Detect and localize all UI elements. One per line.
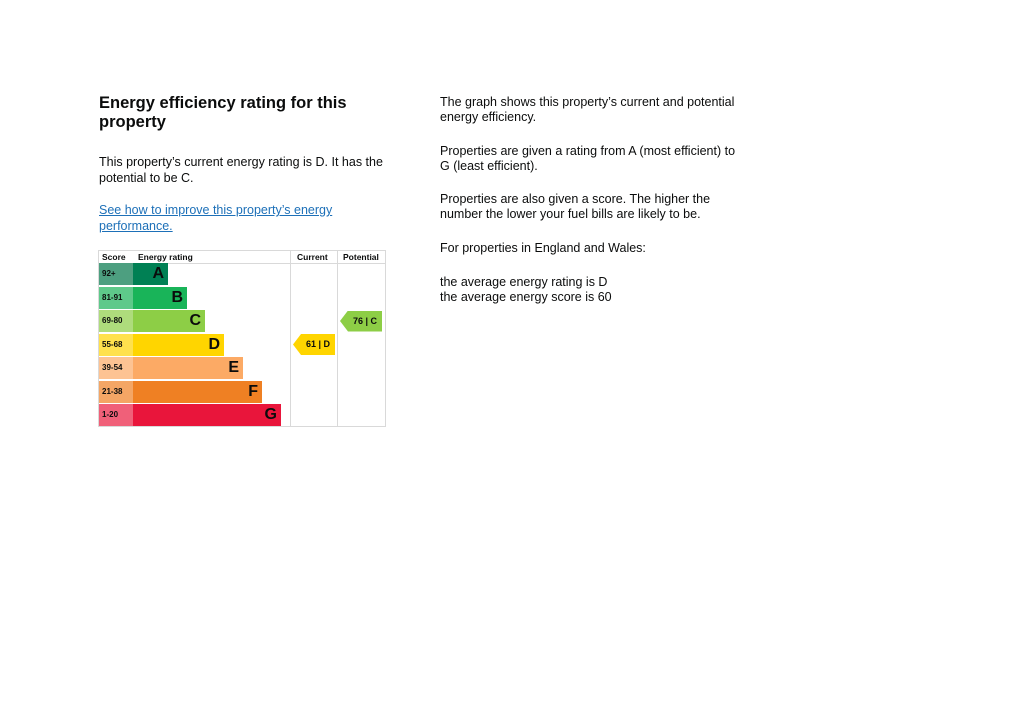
energy-rating-chart: Score Energy rating Current Potential 92… (98, 250, 386, 427)
improve-performance-link[interactable]: See how to improve this property’s energ… (99, 203, 333, 233)
band-score-range: 69-80 (99, 310, 133, 332)
band-row-d: 55-68 D (99, 333, 289, 356)
band-row-c: 69-80 C (99, 310, 289, 332)
band-letter: D (208, 335, 220, 353)
current-divider (290, 251, 291, 426)
band-row-f: 21-38 F (99, 380, 289, 403)
right-column: The graph shows this property’s current … (440, 95, 740, 305)
band-score-range: 1-20 (99, 404, 133, 426)
band-letter: E (228, 359, 239, 376)
rating-description: Properties are given a rating from A (mo… (440, 144, 736, 173)
graph-description: The graph shows this property’s current … (440, 95, 735, 124)
band-letter: A (152, 265, 164, 282)
band-bar: C (133, 310, 205, 332)
energy-rating-header: Energy rating (138, 252, 193, 262)
current-rating-arrow: 61 | D (293, 334, 335, 355)
potential-divider (337, 251, 338, 426)
band-score-range: 39-54 (99, 357, 133, 379)
page-title: Energy efficiency rating for this proper… (99, 94, 347, 131)
region-heading: For properties in England and Wales: (440, 241, 646, 255)
band-score-range: 21-38 (99, 380, 133, 403)
score-header: Score (102, 252, 126, 262)
band-row-e: 39-54 E (99, 357, 289, 379)
band-letter: F (248, 382, 258, 400)
band-row-a: 92+ A (99, 263, 289, 285)
potential-header: Potential (343, 252, 379, 262)
band-row-g: 1-20 G (99, 404, 289, 426)
band-letter: G (264, 406, 277, 423)
band-bar: E (133, 357, 243, 379)
score-description: Properties are also given a score. The h… (440, 192, 711, 221)
band-bar: G (133, 404, 281, 426)
average-rating: the average energy rating is D (440, 275, 608, 289)
header-divider (99, 263, 385, 264)
current-header: Current (297, 252, 328, 262)
rating-summary: This property’s current energy rating is… (99, 155, 383, 185)
band-score-range: 81-91 (99, 286, 133, 309)
potential-rating-arrow: 76 | C (340, 310, 382, 332)
band-bar: D (133, 333, 224, 356)
band-row-b: 81-91 B (99, 286, 289, 309)
band-letter: B (171, 288, 183, 306)
left-column: Energy efficiency rating for this proper… (99, 94, 399, 234)
band-score-range: 92+ (99, 263, 133, 285)
band-bar: A (133, 263, 168, 285)
band-bar: B (133, 286, 187, 309)
band-bar: F (133, 380, 262, 403)
average-score: the average energy score is 60 (440, 290, 612, 304)
band-letter: C (189, 312, 201, 329)
band-score-range: 55-68 (99, 333, 133, 356)
